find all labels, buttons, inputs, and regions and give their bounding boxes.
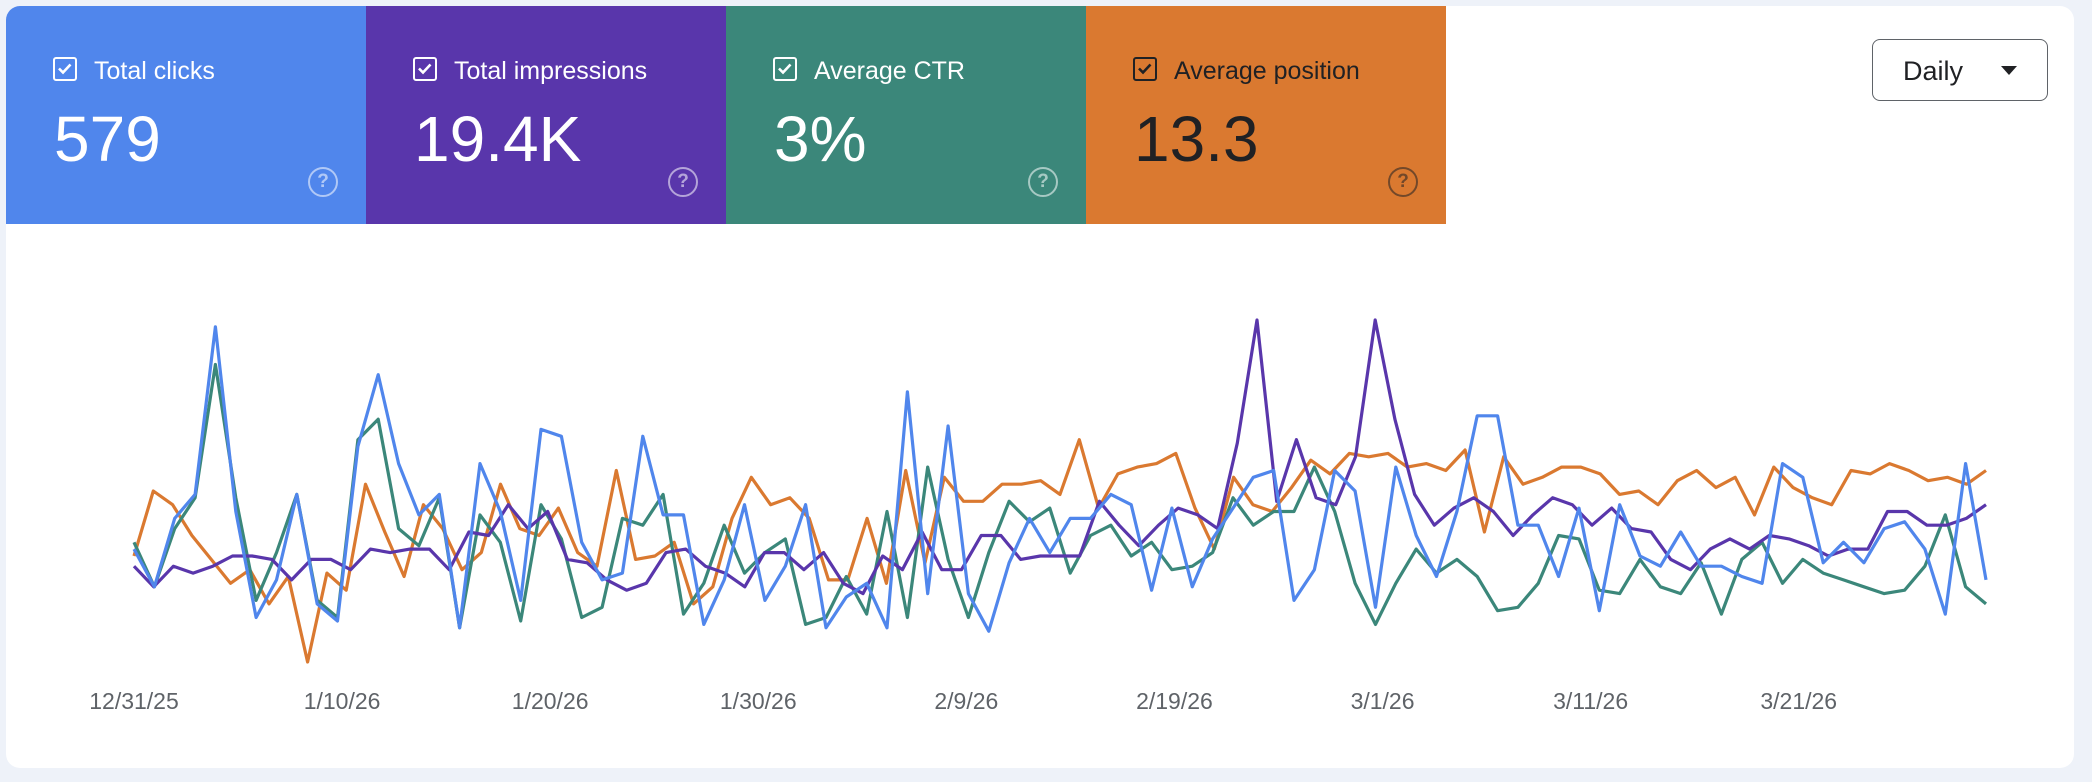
x-tick-label: 1/30/26 (720, 688, 797, 714)
metric-label: Average position (1174, 57, 1360, 85)
checkbox-checked-icon[interactable] (773, 57, 797, 81)
metric-label: Average CTR (814, 57, 965, 85)
metric-tile-average-position[interactable]: Average position 13.3 ? (1086, 6, 1446, 224)
metric-value: 19.4K (414, 103, 582, 175)
help-icon[interactable]: ? (668, 167, 698, 197)
metric-value: 3% (774, 103, 867, 175)
x-tick-label: 1/10/26 (304, 688, 381, 714)
help-icon[interactable]: ? (1388, 167, 1418, 197)
x-tick-label: 3/11/26 (1553, 688, 1628, 714)
period-dropdown[interactable]: Daily (1872, 39, 2048, 101)
checkbox-checked-icon[interactable] (1133, 57, 1157, 81)
checkbox-checked-icon[interactable] (53, 57, 77, 81)
metric-label: Total impressions (454, 57, 648, 85)
checkbox-checked-icon[interactable] (413, 57, 437, 81)
metric-tile-total-impressions[interactable]: Total impressions 19.4K ? (366, 6, 726, 224)
metric-tiles: Total clicks 579 ? Total impressions 19.… (6, 6, 1446, 224)
metric-value: 13.3 (1134, 103, 1259, 175)
metric-tile-average-ctr[interactable]: Average CTR 3% ? (726, 6, 1086, 224)
x-tick-label: 12/31/25 (89, 688, 179, 714)
performance-line-chart[interactable]: 12/31/25 1/10/26 1/20/26 1/30/26 2/9/26 2/19/… (6, 6, 2074, 768)
series-line-total-impressions[interactable] (132, 318, 1987, 596)
x-tick-label: 3/1/26 (1351, 688, 1415, 714)
help-icon[interactable]: ? (308, 167, 338, 197)
x-tick-label: 2/9/26 (934, 688, 998, 714)
metric-tile-total-clicks[interactable]: Total clicks 579 ? (6, 6, 366, 224)
dropdown-arrow-icon (2001, 66, 2017, 75)
x-tick-label: 1/20/26 (512, 688, 589, 714)
series-line-total-clicks[interactable] (132, 325, 1988, 633)
x-tick-label: 2/19/26 (1136, 688, 1213, 714)
period-dropdown-label: Daily (1903, 56, 1964, 86)
metric-value: 579 (54, 103, 161, 175)
help-icon[interactable]: ? (1028, 167, 1058, 197)
x-tick-label: 3/21/26 (1760, 688, 1837, 714)
performance-card: Total clicks 579 ? Total impressions 19.… (6, 6, 2074, 768)
metric-label: Total clicks (94, 57, 215, 85)
